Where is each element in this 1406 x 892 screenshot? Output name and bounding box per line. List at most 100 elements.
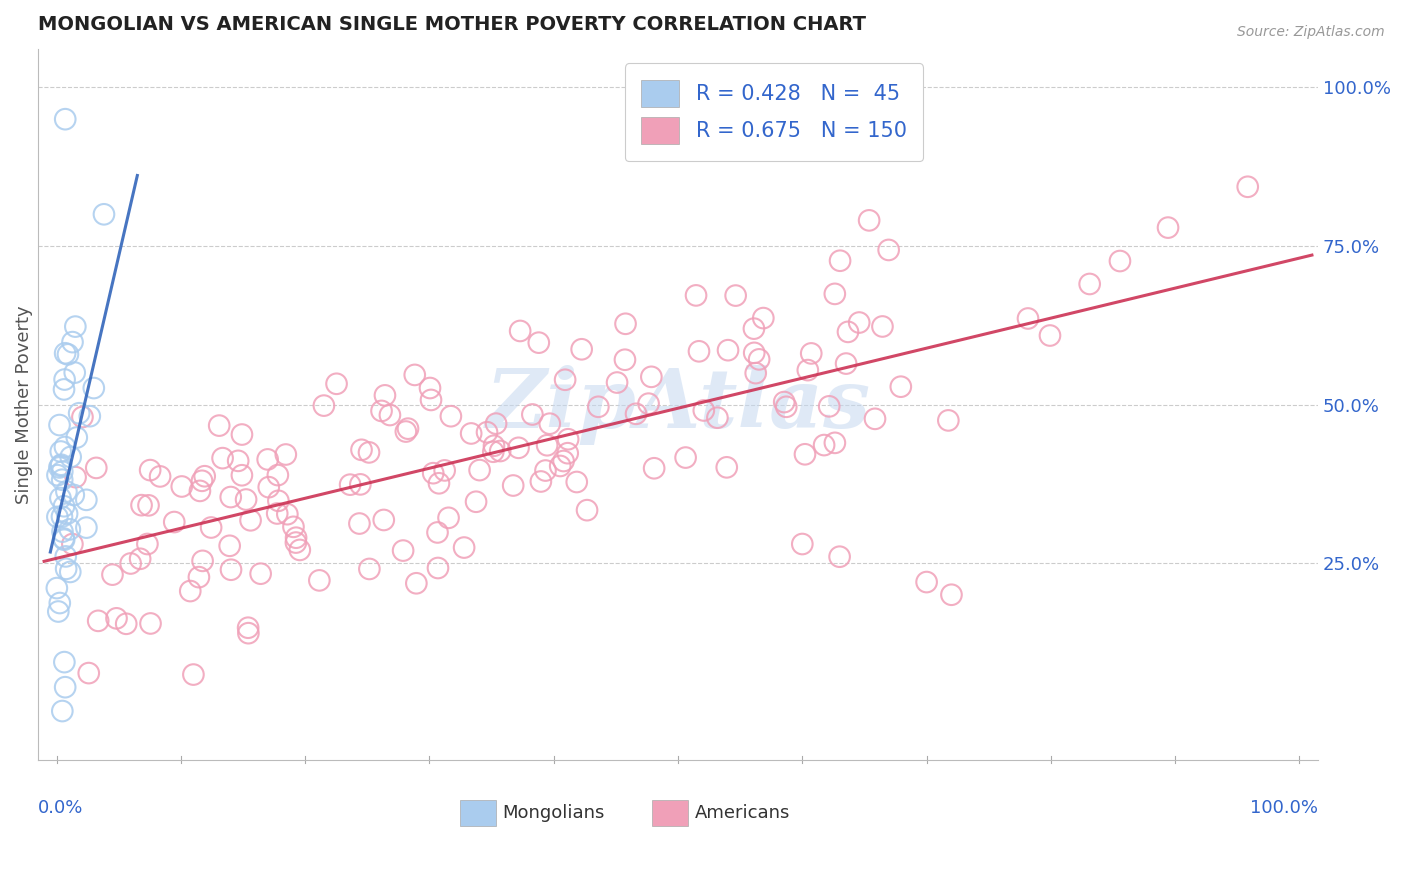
Point <box>236 621 259 635</box>
Point <box>373 513 395 527</box>
Point <box>744 366 766 380</box>
Y-axis label: Single Mother Poverty: Single Mother Poverty <box>15 305 32 504</box>
Point <box>427 561 450 575</box>
Point <box>339 477 361 491</box>
Point <box>370 404 392 418</box>
Point <box>274 448 297 462</box>
Point <box>56 347 79 361</box>
Point <box>285 531 308 545</box>
Point <box>65 470 87 484</box>
Point <box>453 541 475 555</box>
Point <box>742 346 765 360</box>
Point <box>170 479 193 493</box>
Point <box>63 366 86 380</box>
Point <box>288 543 311 558</box>
Text: 100.0%: 100.0% <box>1250 798 1319 817</box>
Point <box>534 464 557 478</box>
Point <box>77 666 100 681</box>
Point <box>724 288 747 302</box>
Point <box>49 458 72 473</box>
Point <box>138 499 160 513</box>
Point <box>51 524 73 539</box>
Point <box>93 207 115 221</box>
Point <box>489 444 512 458</box>
Point <box>643 461 665 475</box>
Point <box>1109 254 1132 268</box>
Point <box>208 418 231 433</box>
Point <box>624 407 647 421</box>
Point <box>557 446 579 460</box>
Point <box>46 509 69 524</box>
Point <box>55 484 77 499</box>
Point <box>797 363 820 377</box>
Text: Americans: Americans <box>695 804 790 822</box>
Legend: R = 0.428   N =  45, R = 0.675   N = 150: R = 0.428 N = 45, R = 0.675 N = 150 <box>624 63 924 161</box>
Point <box>640 369 662 384</box>
Point <box>374 388 396 402</box>
Point <box>325 376 347 391</box>
Point <box>53 346 76 360</box>
Point <box>716 460 738 475</box>
Text: MONGOLIAN VS AMERICAN SINGLE MOTHER POVERTY CORRELATION CHART: MONGOLIAN VS AMERICAN SINGLE MOTHER POVE… <box>38 15 866 34</box>
Point <box>395 425 418 439</box>
Point <box>191 554 214 568</box>
Point <box>226 454 249 468</box>
Point <box>231 427 253 442</box>
Point <box>52 532 75 546</box>
Point <box>350 442 373 457</box>
Text: ZipAtlas: ZipAtlas <box>485 365 870 444</box>
Point <box>576 503 599 517</box>
Point <box>509 324 531 338</box>
Point <box>530 475 553 489</box>
Point <box>200 520 222 534</box>
Point <box>1017 311 1039 326</box>
Point <box>349 516 371 531</box>
Point <box>548 458 571 473</box>
Point <box>405 576 427 591</box>
Point <box>53 383 76 397</box>
Point <box>49 444 72 458</box>
Point <box>101 567 124 582</box>
Point <box>1157 220 1180 235</box>
Point <box>75 492 97 507</box>
Point <box>53 655 76 669</box>
Point <box>249 566 271 581</box>
Point <box>396 422 419 436</box>
Point <box>553 454 575 468</box>
Point <box>194 469 217 483</box>
Point <box>62 488 84 502</box>
Point <box>219 490 242 504</box>
Point <box>422 466 444 480</box>
Point <box>706 410 728 425</box>
Point <box>614 317 637 331</box>
Point <box>55 562 77 576</box>
Point <box>877 243 900 257</box>
Point <box>149 469 172 483</box>
Point <box>65 319 87 334</box>
Point <box>357 445 380 459</box>
Point <box>675 450 697 465</box>
Point <box>536 438 558 452</box>
Point <box>55 549 77 564</box>
Bar <box>652 800 689 826</box>
Point <box>60 537 83 551</box>
Point <box>67 406 90 420</box>
Point <box>49 491 72 505</box>
Point <box>794 447 817 461</box>
Point <box>266 507 288 521</box>
Point <box>404 368 426 382</box>
Point <box>378 408 401 422</box>
Point <box>284 535 307 549</box>
Point <box>1236 179 1258 194</box>
Point <box>637 397 659 411</box>
Point <box>835 357 858 371</box>
Point <box>419 381 441 395</box>
Point <box>45 581 67 595</box>
Point <box>257 480 280 494</box>
Point <box>139 463 162 477</box>
Point <box>51 458 73 472</box>
Point <box>51 704 73 718</box>
Point <box>557 432 579 446</box>
Point <box>828 253 851 268</box>
Point <box>349 477 371 491</box>
